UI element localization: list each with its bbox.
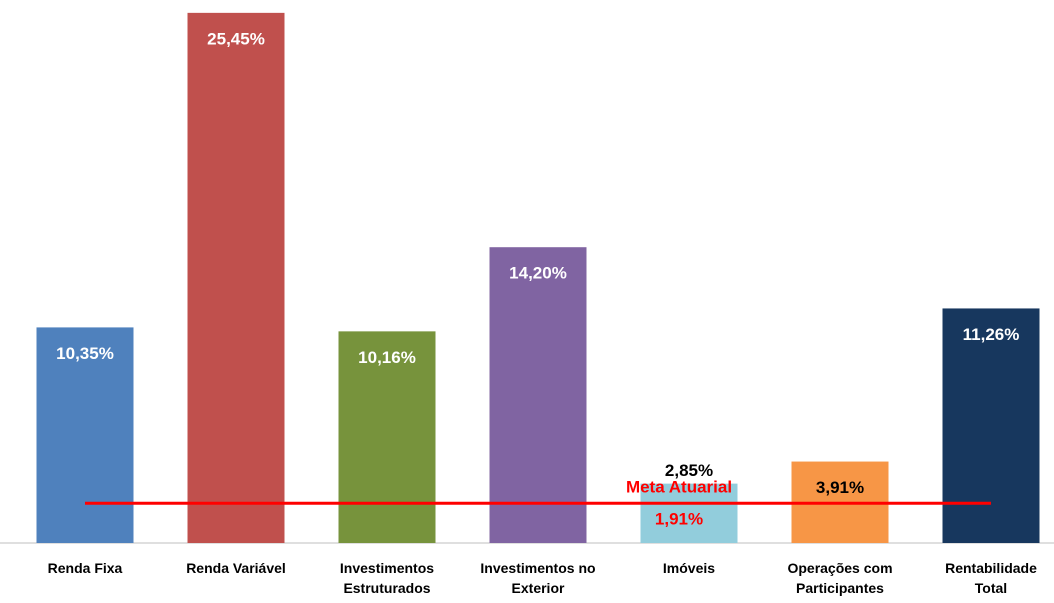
x-tick-label: Investimentos Estruturados xyxy=(339,560,435,596)
x-tick-label: Renda Variável xyxy=(186,560,286,576)
bar xyxy=(640,483,738,543)
bar xyxy=(338,331,436,543)
value-label: 11,26% xyxy=(963,325,1020,344)
reference-value-label: 1,91% xyxy=(655,510,703,529)
bar xyxy=(36,327,134,543)
x-tick-label: Operações com Participantes xyxy=(787,560,893,596)
x-tick-label: Renda Fixa xyxy=(47,560,123,576)
value-label: 2,85% xyxy=(665,461,713,480)
value-label: 3,91% xyxy=(816,478,864,497)
x-tick-label: Investimentos no Exterior xyxy=(480,560,596,596)
x-tick-label: Imóveis xyxy=(662,560,716,576)
bar xyxy=(187,12,285,543)
value-label: 10,16% xyxy=(358,348,416,367)
x-tick-label: Rentabilidade Total xyxy=(945,560,1037,596)
reference-label: Meta Atuarial xyxy=(626,478,732,497)
value-label: 25,45% xyxy=(207,29,265,48)
bar xyxy=(489,247,587,544)
value-label: 14,20% xyxy=(509,264,567,283)
value-label: 10,35% xyxy=(56,344,114,363)
